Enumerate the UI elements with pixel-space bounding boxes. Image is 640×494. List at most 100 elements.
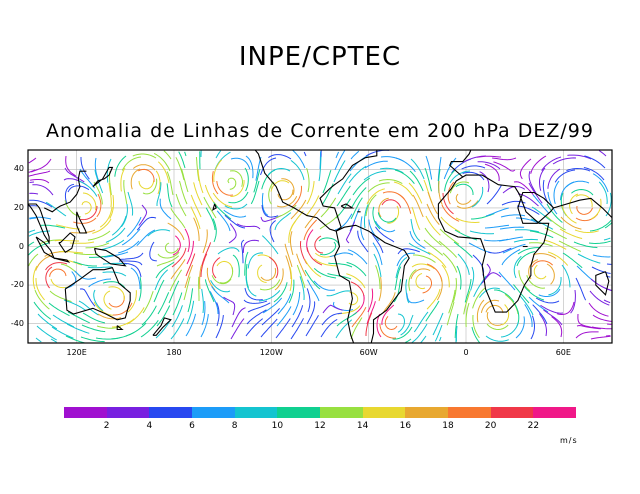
streamline (350, 150, 360, 160)
streamline (423, 239, 444, 256)
streamline (449, 181, 470, 194)
streamline (184, 151, 187, 157)
streamline (561, 204, 577, 224)
streamline (136, 229, 156, 246)
streamline (223, 209, 247, 218)
streamline (245, 318, 264, 337)
streamline (94, 157, 100, 182)
streamline (469, 230, 495, 235)
streamline (260, 318, 278, 338)
streamline (322, 169, 332, 194)
colorbar-tick-label: 18 (442, 421, 454, 431)
streamline (486, 311, 503, 326)
streamline (541, 156, 562, 171)
coastline (93, 247, 127, 267)
streamline (243, 299, 268, 304)
streamline (236, 223, 261, 230)
streamline (212, 218, 217, 243)
streamline (479, 171, 490, 193)
streamline (73, 261, 97, 267)
streamline (392, 326, 413, 340)
streamline (327, 273, 352, 280)
streamline (444, 169, 456, 192)
streamline (28, 253, 39, 267)
streamline (210, 280, 231, 293)
streamline (415, 272, 426, 290)
streamline (368, 219, 380, 242)
streamline (259, 279, 281, 291)
streamline (538, 313, 548, 337)
streamline (378, 277, 382, 302)
streamline (575, 277, 587, 301)
streamline (306, 279, 320, 302)
streamline (230, 157, 251, 170)
streamline (33, 301, 52, 320)
coastline (58, 232, 76, 254)
streamline (97, 313, 122, 320)
streamline (32, 265, 38, 290)
latitude-label: 0 (18, 241, 24, 251)
streamline (67, 185, 90, 193)
streamline (219, 266, 234, 284)
streamline (485, 304, 504, 314)
streamline (224, 203, 248, 210)
streamline (120, 167, 126, 192)
streamline (375, 220, 396, 233)
streamline (551, 316, 563, 338)
streamline (157, 161, 170, 184)
streamline (456, 200, 479, 209)
streamline (598, 150, 607, 157)
streamline (500, 322, 519, 338)
streamline (590, 335, 611, 340)
colorbar-swatch (106, 407, 150, 418)
streamline (319, 213, 340, 230)
streamline (514, 229, 540, 233)
streamline (80, 205, 98, 221)
streamline (35, 254, 54, 271)
streamline (166, 183, 173, 208)
longitude-label: 120W (259, 348, 283, 357)
streamline (321, 312, 343, 326)
streamline (335, 151, 340, 159)
streamline (547, 191, 558, 215)
streamline (29, 216, 52, 220)
streamline (348, 291, 359, 306)
streamline (454, 313, 459, 339)
streamline (88, 278, 112, 288)
streamline (547, 251, 569, 266)
colorbar-swatch (533, 407, 577, 418)
streamline (589, 220, 612, 232)
colorbar-tick-label: 16 (399, 421, 412, 431)
colorbar-units: m/s (560, 436, 578, 445)
streamline (425, 300, 440, 322)
streamline (519, 158, 532, 180)
streamline (87, 266, 112, 269)
streamline (517, 246, 541, 255)
streamline (397, 248, 420, 255)
streamline (200, 314, 209, 338)
streamline (592, 254, 611, 258)
streamline (67, 311, 90, 324)
streamline (468, 242, 492, 254)
streamline (113, 302, 133, 316)
streamline (290, 318, 304, 340)
streamline (393, 181, 414, 197)
coastline (92, 166, 114, 188)
streamline (471, 213, 495, 220)
streamline (397, 193, 412, 214)
streamline (554, 169, 576, 183)
streamline (592, 173, 609, 193)
streamline (605, 192, 612, 217)
streamline (292, 291, 301, 316)
streamline (296, 264, 306, 289)
streamline (409, 230, 426, 249)
colorbar-swatch (320, 407, 363, 418)
streamline (253, 168, 261, 193)
streamline (120, 203, 128, 228)
streamline (471, 186, 484, 208)
latitude-label: -20 (10, 280, 24, 290)
streamline (535, 297, 560, 304)
streamline (141, 305, 157, 326)
streamline (49, 268, 67, 277)
